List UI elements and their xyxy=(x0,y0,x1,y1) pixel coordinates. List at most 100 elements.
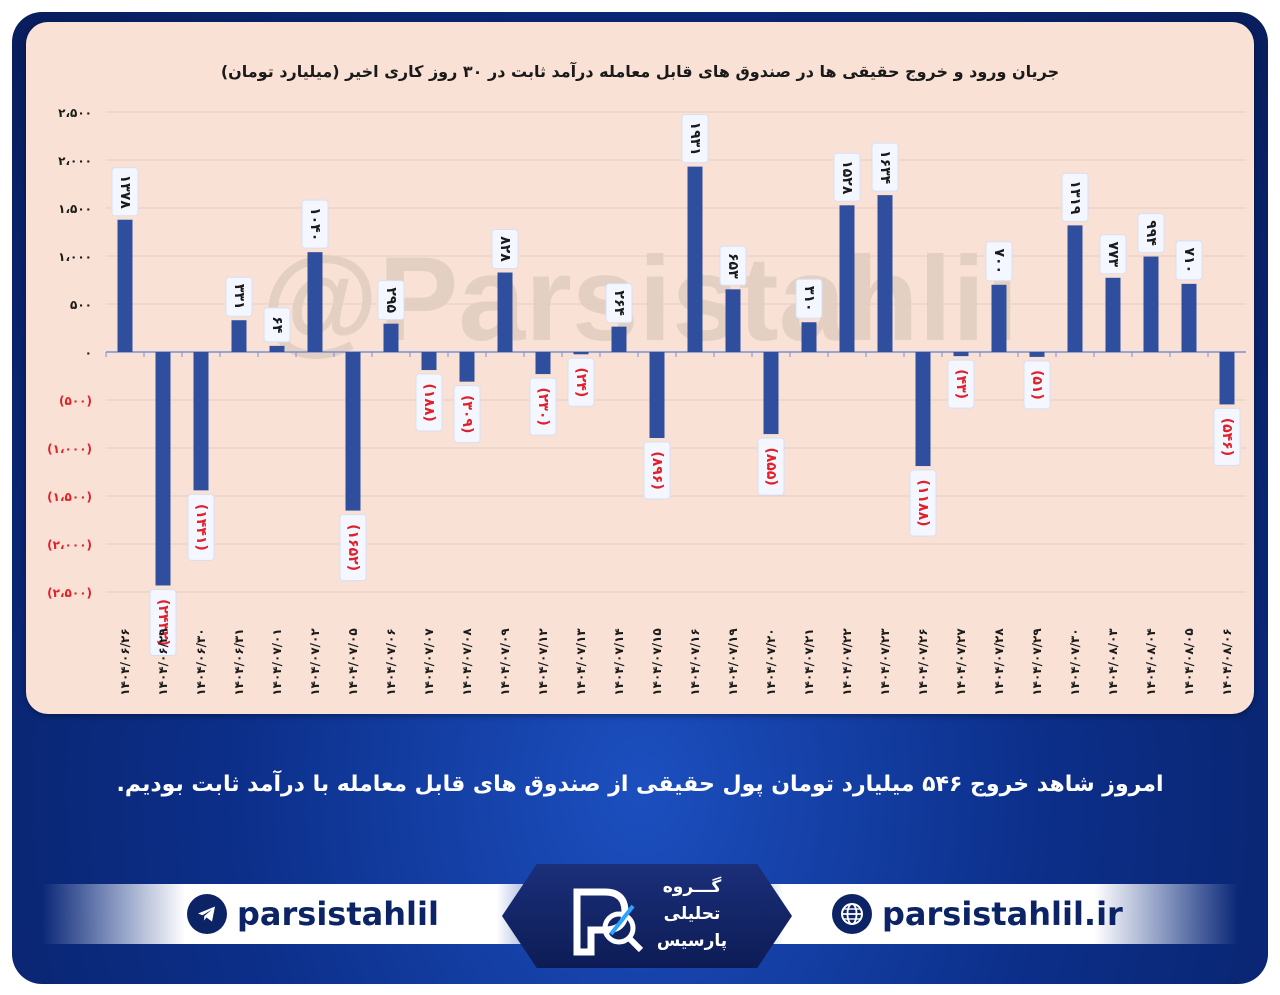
x-tick-label: ۱۴۰۴/۰۷/۱۶ xyxy=(688,628,702,695)
data-label: (۵۱) xyxy=(1029,370,1045,400)
website-link[interactable]: parsistahlil.ir xyxy=(832,892,1123,936)
data-label-box xyxy=(681,114,709,164)
data-label: (۸۵۵) xyxy=(763,447,779,485)
logo-badge xyxy=(502,864,792,968)
data-label-box xyxy=(567,357,595,407)
data-label: ۷۰۰ xyxy=(991,248,1007,274)
bar xyxy=(991,284,1007,352)
data-label-box xyxy=(377,280,405,321)
logo-text: گـــروه تحلیلی پارسیس xyxy=(652,874,732,955)
x-tick-label: ۱۴۰۴/۰۷/۱۲ xyxy=(536,628,550,696)
data-label-box xyxy=(871,142,899,192)
data-label-box xyxy=(529,377,557,436)
chart-title: جریان ورود و خروج حقیقی ها در صندوق های … xyxy=(221,61,1059,81)
x-tick-label: ۱۴۰۴/۰۷/۱۹ xyxy=(726,628,740,696)
x-tick-label: ۱۴۰۴/۰۷/۲۱ xyxy=(802,628,816,695)
data-label-box xyxy=(833,152,861,202)
x-tick-label: ۱۴۰۴/۰۷/۲۰ xyxy=(764,628,778,695)
data-label: (۱۶۵۲) xyxy=(345,524,361,571)
data-label: ۶۴ xyxy=(269,316,285,334)
bar xyxy=(155,352,171,586)
x-tick-label: ۱۴۰۴/۰۶/۳۰ xyxy=(194,628,208,695)
bar xyxy=(1181,283,1197,352)
y-tick-label: ۰ xyxy=(85,346,92,360)
x-tick-label: ۱۴۰۴/۰۷/۲۸ xyxy=(992,628,1006,696)
data-label: (۸۹۶) xyxy=(649,451,665,489)
logo-line-2: تحلیلی xyxy=(663,904,721,924)
data-label: ۲۹۵ xyxy=(383,287,399,313)
telegram-link[interactable]: parsistahlil xyxy=(187,892,439,936)
data-label: (۳۰۹) xyxy=(459,395,475,433)
bar xyxy=(1067,225,1083,352)
data-label: ۱۳۱۹ xyxy=(1067,180,1083,215)
data-label: ۱۳۷۸ xyxy=(117,175,133,210)
bar xyxy=(649,352,665,439)
bar xyxy=(687,166,703,352)
data-label: ۸۲۸ xyxy=(497,236,513,262)
x-tick-label: ۱۴۰۴/۰۷/۲۷ xyxy=(954,628,968,696)
data-label-box xyxy=(757,437,785,496)
bar-chart: @Parsistahlil جریان ورود و خروج حقیقی ها … xyxy=(47,61,1246,696)
data-label: (۱۴۴۱) xyxy=(193,504,209,551)
data-label: ۷۷۳ xyxy=(1105,241,1121,267)
x-tick-label: ۱۴۰۴/۰۷/۲۶ xyxy=(916,628,930,695)
y-tick-label: ۲،۰۰۰ xyxy=(58,154,92,168)
website-url: parsistahlil.ir xyxy=(882,895,1123,933)
data-label-box xyxy=(415,373,443,432)
bar xyxy=(1219,352,1235,405)
bar xyxy=(877,195,893,352)
data-label: (۱۸۸) xyxy=(421,383,437,421)
x-tick-label: ۱۴۰۴/۰۷/۳۰ xyxy=(1068,628,1082,695)
data-label: (۲۳۰) xyxy=(535,387,551,425)
data-label-box xyxy=(187,493,215,561)
bar xyxy=(231,320,247,352)
data-label: (۱۱۸۸) xyxy=(915,480,931,527)
x-tick-label: ۱۴۰۴/۰۷/۰۶ xyxy=(384,628,398,695)
y-tick-label: (۲،۵۰۰) xyxy=(47,586,92,600)
logo-line-3: پارسیس xyxy=(656,931,728,951)
bar xyxy=(497,272,513,352)
data-label: ۶۵۳ xyxy=(725,253,741,279)
x-tick-label: ۱۴۰۴/۰۷/۱۳ xyxy=(574,628,588,696)
data-label-box xyxy=(1137,213,1165,254)
x-tick-label: ۱۴۰۴/۰۸/۰۵ xyxy=(1182,628,1196,695)
parsis-logo-icon xyxy=(573,888,644,956)
data-label: ۱۵۲۸ xyxy=(839,160,855,195)
y-tick-label: (۲،۰۰۰) xyxy=(47,538,92,552)
bar xyxy=(345,352,361,511)
data-label-box xyxy=(1061,172,1089,222)
bar xyxy=(763,352,779,435)
x-tick-label: ۱۴۰۴/۰۶/۳۱ xyxy=(232,628,246,695)
bar xyxy=(1105,277,1121,352)
x-tick-label: ۱۴۰۴/۰۷/۱۴ xyxy=(612,628,626,695)
data-label-box xyxy=(263,307,291,343)
headline-text: امروز شاهد خروج ۵۴۶ میلیارد تومان پول حق… xyxy=(116,772,1164,797)
x-tick-label: ۱۴۰۴/۰۷/۱۵ xyxy=(650,628,664,695)
data-label-box xyxy=(1175,240,1203,281)
y-tick-label: (۱،۵۰۰) xyxy=(47,490,92,504)
bar xyxy=(915,352,931,467)
data-label-box xyxy=(1023,360,1051,410)
data-label-box xyxy=(149,588,177,656)
y-tick-label: ۱،۰۰۰ xyxy=(58,250,92,264)
data-label: ۱۹۳۱ xyxy=(687,122,703,156)
y-tick-label: ۱،۵۰۰ xyxy=(58,202,92,216)
data-label-box xyxy=(1213,407,1241,466)
logo-line-1: گـــروه xyxy=(662,877,722,897)
data-label: (۵۴۶) xyxy=(1219,418,1235,456)
x-tick-label: ۱۴۰۴/۰۸/۰۶ xyxy=(1220,628,1234,695)
data-label-box xyxy=(795,278,823,319)
x-tick-label: ۱۴۰۴/۰۸/۰۳ xyxy=(1106,628,1120,696)
bar xyxy=(421,352,437,371)
data-label-box xyxy=(605,283,633,324)
data-label-box xyxy=(947,359,975,409)
bar xyxy=(1143,256,1159,352)
data-label: (۴۳) xyxy=(953,369,969,399)
x-tick-label: ۱۴۰۴/۰۷/۰۹ xyxy=(498,628,512,696)
data-label-box xyxy=(301,199,329,249)
data-label-box xyxy=(491,229,519,270)
bar xyxy=(383,323,399,352)
data-label-box xyxy=(453,385,481,444)
bar xyxy=(307,252,323,352)
bar xyxy=(953,352,969,357)
